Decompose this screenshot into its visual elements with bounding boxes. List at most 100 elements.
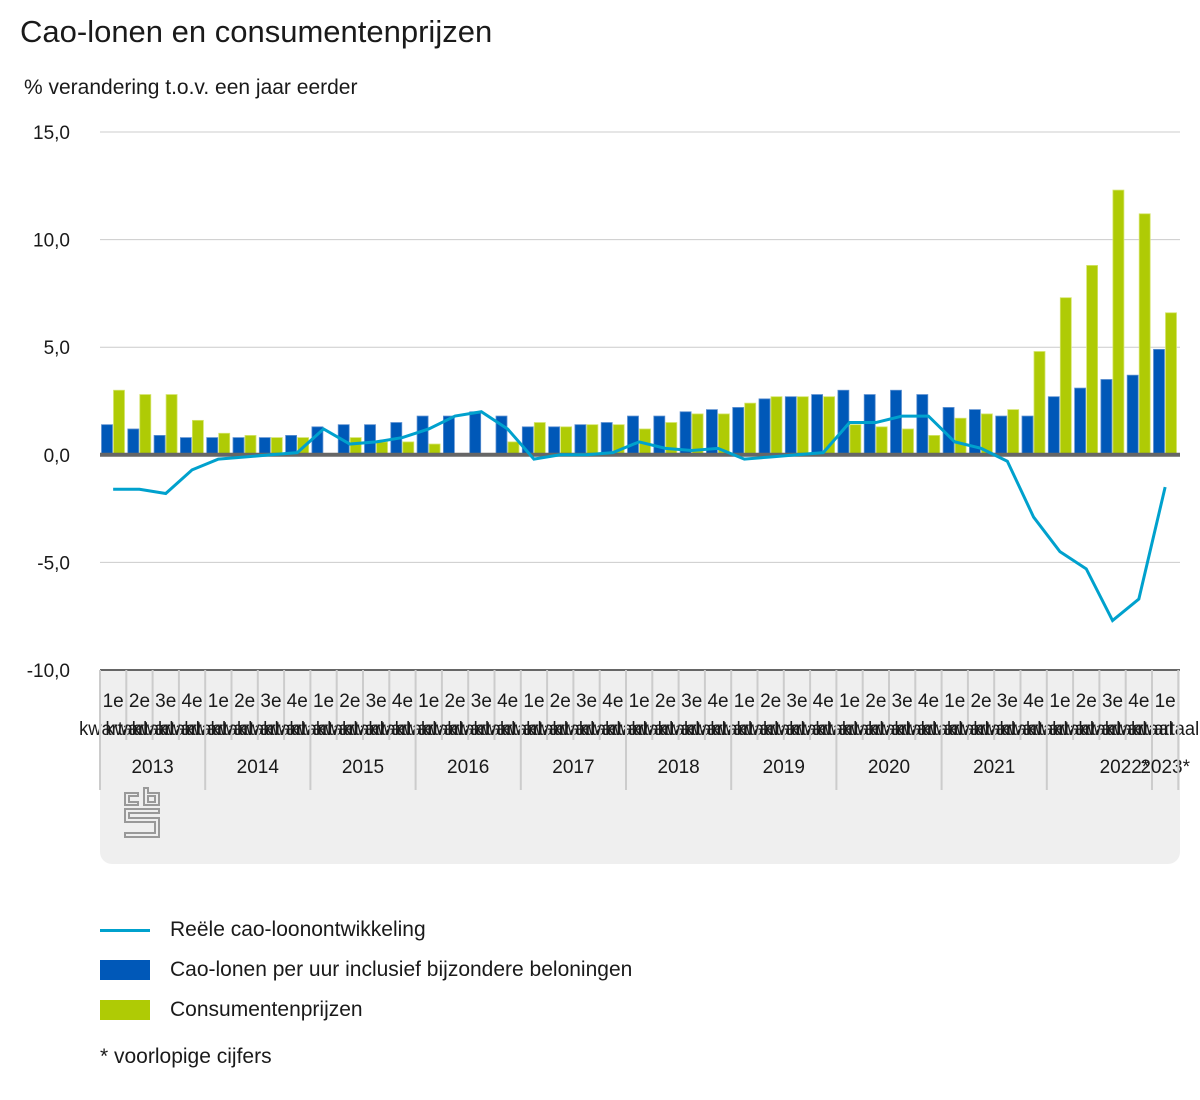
bar-cao-wages bbox=[837, 389, 850, 456]
x-tick-year: 2015 bbox=[342, 757, 384, 778]
x-tick-quarter-suffix: kwartaal bbox=[474, 719, 542, 740]
x-tick-quarter-suffix: kwartaal bbox=[290, 719, 358, 740]
x-tick-quarter: 4e bbox=[1023, 691, 1044, 712]
x-tick-quarter-suffix: kwartaal bbox=[395, 719, 463, 740]
bar-consumer-prices bbox=[744, 402, 757, 456]
legend-label: Cao-lonen per uur inclusief bijzondere b… bbox=[170, 958, 633, 981]
x-tick-quarter: 1e bbox=[523, 691, 544, 712]
bar-consumer-prices bbox=[1059, 297, 1072, 456]
bars bbox=[101, 189, 1177, 456]
x-tick-quarter-suffix: kwartaal bbox=[737, 719, 805, 740]
x-tick-quarter-suffix: kwartaal bbox=[894, 719, 962, 740]
x-tick-quarter-suffix: kwartaal bbox=[763, 719, 831, 740]
legend-label: Consumentenprijzen bbox=[170, 998, 363, 1021]
footnote: * voorlopige cijfers bbox=[100, 1045, 272, 1068]
bar-cao-wages bbox=[732, 407, 745, 456]
x-tick-quarter: 1e bbox=[313, 691, 334, 712]
x-tick-quarter: 1e bbox=[839, 691, 860, 712]
x-tick-quarter: 3e bbox=[681, 691, 702, 712]
x-tick-quarter: 4e bbox=[813, 691, 834, 712]
x-tick-quarter: 2e bbox=[1076, 691, 1097, 712]
x-tick-quarter: 4e bbox=[181, 691, 202, 712]
bar-cao-wages bbox=[258, 437, 271, 456]
x-tick-quarter-suffix: kwartaal bbox=[342, 719, 410, 740]
x-tick-year: 2023* bbox=[1140, 757, 1190, 778]
x-tick-quarter: 2e bbox=[970, 691, 991, 712]
x-tick-quarter-suffix: kwartaal bbox=[316, 719, 384, 740]
x-tick-quarter: 4e bbox=[602, 691, 623, 712]
bar-consumer-prices bbox=[191, 419, 204, 456]
bar-cao-wages bbox=[101, 424, 113, 456]
x-tick-quarter-suffix: kwartaal bbox=[368, 719, 436, 740]
legend-label: Reële cao-loonontwikkeling bbox=[170, 918, 426, 941]
x-tick-year: 2019 bbox=[763, 757, 805, 778]
x-tick-quarter: 3e bbox=[997, 691, 1018, 712]
bar-consumer-prices bbox=[1138, 213, 1151, 456]
x-tick-quarter-suffix: kwartaal bbox=[605, 719, 673, 740]
x-tick-quarter-suffix: kwartaal bbox=[263, 719, 331, 740]
bar-cao-wages bbox=[995, 415, 1008, 456]
x-tick-quarter-suffix: kwartaal bbox=[1026, 719, 1094, 740]
bar-cao-wages bbox=[364, 424, 376, 456]
x-tick-quarter-suffix: kwartaal bbox=[973, 719, 1041, 740]
bar-consumer-prices bbox=[218, 432, 231, 456]
bar-cao-wages bbox=[600, 422, 613, 456]
bar-consumer-prices bbox=[1112, 189, 1125, 456]
x-tick-quarter-suffix: kwartaal bbox=[631, 719, 699, 740]
x-tick-quarter: 3e bbox=[892, 691, 913, 712]
bar-consumer-prices bbox=[796, 396, 809, 456]
bar-consumer-prices bbox=[875, 426, 888, 456]
x-tick-quarter-suffix: kwartaal bbox=[237, 719, 305, 740]
bar-consumer-prices bbox=[586, 424, 599, 456]
x-tick-quarter-suffix: kwartaal bbox=[868, 719, 936, 740]
x-tick-quarter-suffix: kwartaal bbox=[789, 719, 857, 740]
x-tick-quarter: 1e bbox=[418, 691, 439, 712]
x-tick-quarter: 2e bbox=[444, 691, 465, 712]
bar-consumer-prices bbox=[902, 428, 914, 456]
bar-consumer-prices bbox=[533, 422, 546, 456]
x-tick-quarter-suffix: kwartaal bbox=[1131, 719, 1199, 740]
x-tick-quarter: 1e bbox=[629, 691, 650, 712]
x-tick-quarter: 2e bbox=[550, 691, 571, 712]
legend-line-swatch bbox=[100, 928, 150, 932]
bar-cao-wages bbox=[206, 437, 219, 456]
bar-cao-wages bbox=[758, 398, 771, 456]
legend: Reële cao-loonontwikkeling Cao-lonen per… bbox=[100, 910, 632, 1030]
chart-title: Cao-lonen en consumentenprijzen bbox=[20, 14, 493, 49]
bar-cao-wages bbox=[548, 426, 560, 456]
bar-cao-wages bbox=[627, 415, 639, 456]
bar-consumer-prices bbox=[1165, 312, 1177, 456]
x-tick-quarter-suffix: kwartaal bbox=[421, 719, 489, 740]
x-tick-quarter: 1e bbox=[103, 691, 124, 712]
x-tick-quarter-suffix: kwartaal bbox=[1105, 719, 1173, 740]
x-tick-quarter: 4e bbox=[707, 691, 728, 712]
bar-cao-wages bbox=[890, 389, 902, 456]
bar-cao-wages bbox=[863, 394, 876, 456]
x-tick-quarter: 1e bbox=[208, 691, 229, 712]
x-tick-quarter: 1e bbox=[1155, 691, 1176, 712]
bar-consumer-prices bbox=[1007, 409, 1020, 456]
x-tick-quarter: 1e bbox=[944, 691, 965, 712]
x-axis-labels: 1e kwartaal 2e kwartaal 3e kwartaal 4e kwartaal… bbox=[79, 670, 1199, 790]
x-tick-quarter: 4e bbox=[287, 691, 308, 712]
bar-cao-wages bbox=[1047, 396, 1060, 456]
legend-item-real-wages: Reële cao-loonontwikkeling bbox=[100, 910, 632, 950]
y-tick-label: 0,0 bbox=[44, 446, 70, 467]
x-tick-quarter: 2e bbox=[234, 691, 255, 712]
x-axis-background bbox=[100, 670, 1180, 864]
x-tick-quarter-suffix: kwartaal bbox=[553, 719, 621, 740]
x-tick-quarter: 3e bbox=[260, 691, 281, 712]
x-tick-quarter-suffix: kwartaal bbox=[842, 719, 910, 740]
legend-box-swatch bbox=[100, 960, 150, 980]
x-tick-quarter: 4e bbox=[392, 691, 413, 712]
bar-cao-wages bbox=[1153, 348, 1165, 456]
x-tick-quarter: 3e bbox=[471, 691, 492, 712]
x-tick-quarter: 3e bbox=[155, 691, 176, 712]
bar-cao-wages bbox=[127, 428, 140, 456]
y-tick-label: -10,0 bbox=[27, 661, 70, 682]
x-tick-quarter-suffix: kwartaal bbox=[132, 719, 200, 740]
bar-consumer-prices bbox=[270, 437, 283, 456]
bar-cao-wages bbox=[232, 437, 245, 456]
x-tick-quarter: 3e bbox=[576, 691, 597, 712]
x-tick-year: 2020 bbox=[868, 757, 910, 778]
